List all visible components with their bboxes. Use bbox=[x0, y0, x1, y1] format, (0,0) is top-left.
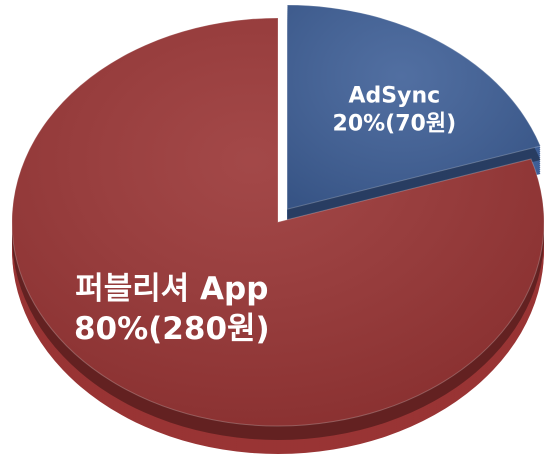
slice-label: AdSync bbox=[349, 84, 441, 109]
slice-label: 퍼블리셔 App bbox=[75, 271, 268, 307]
slice-shine bbox=[287, 5, 541, 210]
slice-value-label: 20%(70원) bbox=[333, 112, 457, 137]
slice-value-label: 80%(280원) bbox=[74, 311, 270, 347]
slice-shine bbox=[11, 18, 544, 427]
pie: AdSync 20%(70원) 퍼블리셔 App 80%(280원) bbox=[11, 4, 545, 455]
